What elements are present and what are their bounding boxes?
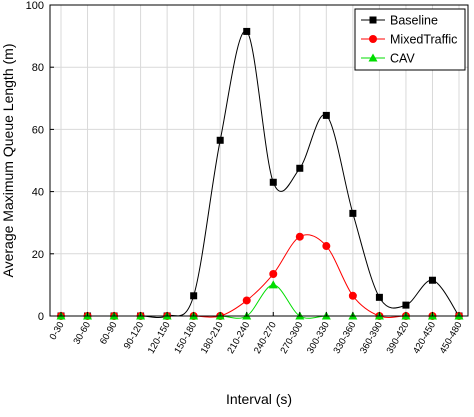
data-point-mixedtraffic xyxy=(348,291,357,300)
data-point-baseline xyxy=(322,111,330,119)
data-point-baseline xyxy=(269,178,277,186)
data-point-baseline xyxy=(190,292,198,300)
data-point-baseline xyxy=(349,209,357,217)
legend-label-cav: CAV xyxy=(390,52,415,66)
y-tick-label: 0 xyxy=(38,311,44,323)
x-tick-label: 60-90 xyxy=(98,320,120,347)
x-tick-label: 300-330 xyxy=(305,320,332,356)
x-tick-label: 0-30 xyxy=(48,320,67,342)
series-layer xyxy=(56,27,464,320)
x-tick-label: 180-210 xyxy=(199,320,226,356)
x-tick-label: 90-120 xyxy=(122,320,146,351)
plot-frame xyxy=(49,4,469,317)
y-tick-label: 20 xyxy=(32,249,44,261)
series-line-baseline xyxy=(60,30,460,318)
y-tick-label: 60 xyxy=(32,124,44,136)
x-tick-label: 360-390 xyxy=(358,320,385,356)
data-point-cav xyxy=(268,280,278,289)
legend: Baseline MixedTraffic CAV xyxy=(354,8,466,71)
x-tick-label: 240-270 xyxy=(252,320,279,356)
data-point-baseline xyxy=(428,276,436,284)
data-point-baseline xyxy=(402,301,410,309)
x-tick-label: 450-480 xyxy=(438,320,465,356)
data-point-baseline xyxy=(243,27,251,35)
data-point-mixedtraffic xyxy=(269,270,278,279)
x-tick-label: 210-240 xyxy=(225,320,252,356)
legend-label-mixedtraffic: MixedTraffic xyxy=(390,33,457,47)
legend-marker-mixedtraffic xyxy=(369,35,377,43)
series-line-mixedtraffic xyxy=(60,234,459,318)
x-axis-label: Interval (s) xyxy=(226,391,292,407)
x-tick-label: 270-300 xyxy=(278,320,305,356)
x-tick-label: 390-420 xyxy=(385,320,412,356)
data-point-mixedtraffic xyxy=(242,296,251,305)
series-baseline xyxy=(57,27,463,320)
y-tick-label: 40 xyxy=(32,187,44,199)
legend-marker-baseline xyxy=(369,16,377,24)
x-tick-label: 30-60 xyxy=(71,320,93,347)
data-point-mixedtraffic xyxy=(295,232,304,241)
y-tick-label: 80 xyxy=(32,62,44,74)
series-line-cav xyxy=(60,284,459,319)
data-point-baseline xyxy=(375,293,383,301)
x-tick-label: 120-150 xyxy=(146,320,173,356)
y-tick-label: 100 xyxy=(26,0,44,12)
data-point-baseline xyxy=(296,164,304,172)
data-point-baseline xyxy=(216,136,224,144)
data-point-mixedtraffic xyxy=(322,242,331,251)
legend-label-baseline: Baseline xyxy=(390,14,438,28)
x-tick-label: 330-360 xyxy=(332,320,359,356)
y-axis-label: Average Maximum Queue Length (m) xyxy=(0,44,16,278)
x-tick-label: 420-450 xyxy=(411,320,438,356)
x-tick-label: 150-180 xyxy=(172,320,199,356)
legend-marker-cav xyxy=(368,53,378,62)
